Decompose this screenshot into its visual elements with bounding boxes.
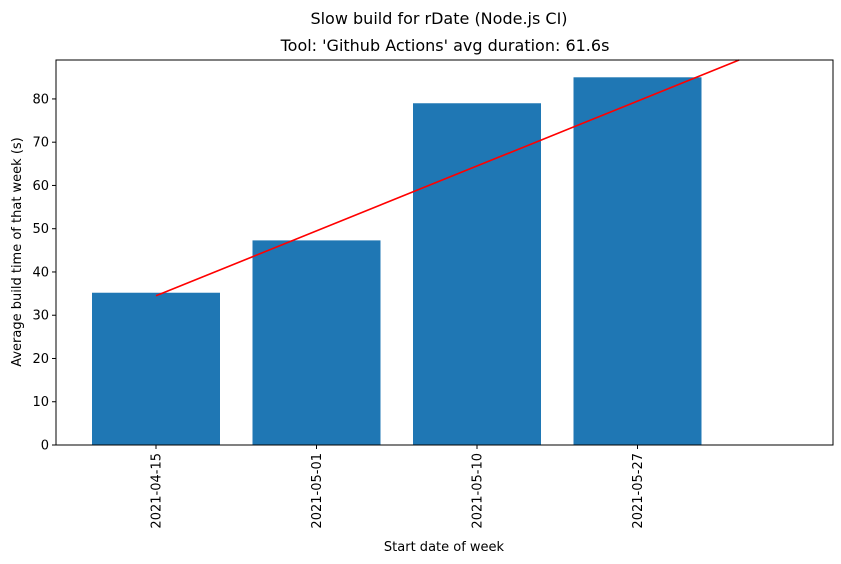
bar-2021-05-10 [413,103,541,446]
y-tick-label-20: 20 [32,352,49,367]
y-tick-label-70: 70 [32,136,49,151]
x-tick-label-2021-05-10: 2021-05-10 [471,453,486,529]
y-tick-label-50: 50 [32,222,49,237]
bars-group [92,77,702,446]
x-tick-label-2021-05-01: 2021-05-01 [310,453,325,529]
y-tick-label-0: 0 [41,439,49,454]
y-tick-label-10: 10 [32,395,49,410]
bar-2021-05-27 [573,77,702,445]
x-tick-label-2021-05-27: 2021-05-27 [631,453,646,529]
y-axis-label: Average build time of that week (s) [10,137,25,367]
x-axis: 2021-04-15 2021-05-01 2021-05-10 2021-05-27 [150,445,646,529]
x-axis-label: Start date of week [384,540,505,555]
bar-2021-04-15 [92,292,220,445]
chart-suptitle: Slow build for rDate (Node.js CI) [310,9,567,28]
y-tick-label-40: 40 [32,265,49,280]
chart-title: Tool: 'Github Actions' avg duration: 61.… [280,36,610,55]
trend-line-group [155,59,740,297]
plot-frame [55,59,834,446]
y-tick-label-80: 80 [32,92,49,107]
bar-2021-05-01 [252,240,381,445]
y-axis: 0 10 20 30 40 50 60 70 80 [32,92,56,454]
trend-line [155,59,740,297]
y-tick-label-30: 30 [32,309,49,324]
y-tick-label-60: 60 [32,179,49,194]
x-tick-label-2021-04-15: 2021-04-15 [150,453,165,529]
